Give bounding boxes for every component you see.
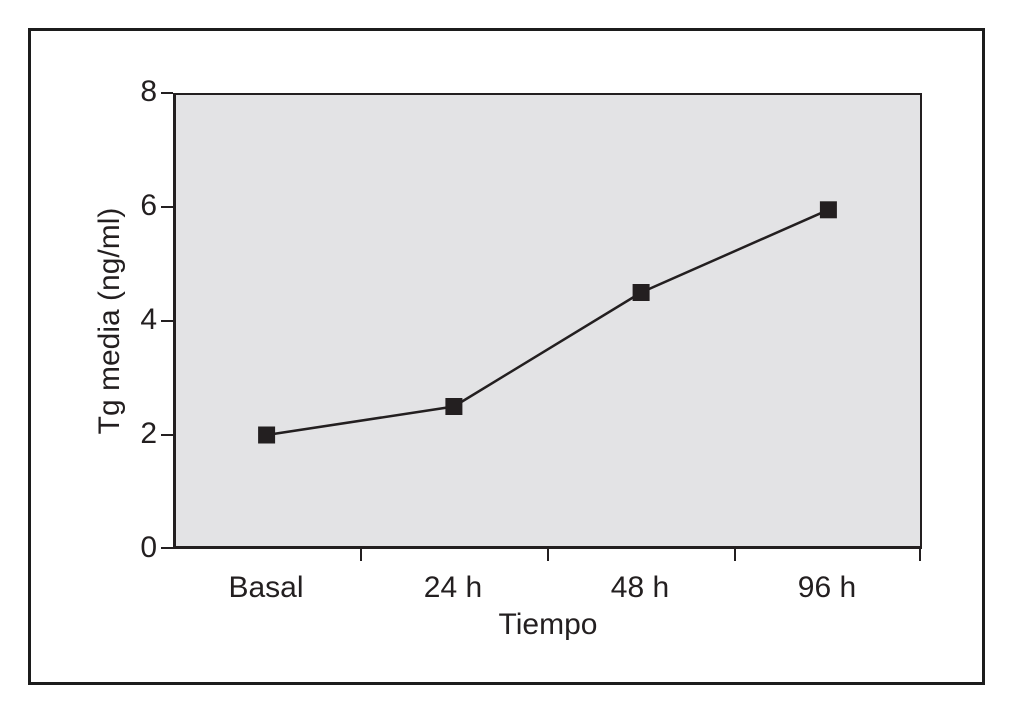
x-tick-label-96h: 96 h (797, 571, 857, 604)
y-tick-8 (161, 92, 173, 94)
x-axis-title: Tiempo (498, 608, 598, 641)
x-tick-4 (919, 549, 921, 561)
x-tick-2 (547, 549, 549, 561)
data-point-marker-24h (445, 398, 463, 415)
x-tick-label-48h: 48 h (610, 571, 670, 604)
figure-frame: 8 6 4 2 0 Basal 24 h 48 h 96 h Tiempo Tg… (28, 28, 985, 685)
y-tick-label-4: 4 (140, 303, 157, 336)
x-tick-1 (360, 549, 362, 561)
data-point-marker-Basal (258, 426, 276, 444)
y-tick-6 (161, 206, 173, 208)
y-tick-4 (161, 320, 173, 322)
y-tick-label-0: 0 (140, 531, 157, 564)
data-point-marker-96h (819, 201, 837, 219)
y-tick-0 (161, 547, 173, 549)
line-series-svg (258, 201, 837, 444)
y-tick-label-8: 8 (140, 75, 157, 108)
y-tick-label-2: 2 (140, 417, 157, 450)
x-tick-label-basal: Basal (228, 571, 304, 604)
data-point-marker-48h (632, 284, 650, 301)
y-axis-title: Tg media (ng/ml) (93, 207, 126, 435)
series-line (266, 208, 829, 437)
plot-area (173, 93, 922, 549)
y-tick-label-6: 6 (140, 189, 157, 222)
x-tick-3 (734, 549, 736, 561)
y-tick-2 (161, 434, 173, 436)
x-tick-label-24h: 24 h (423, 571, 483, 604)
